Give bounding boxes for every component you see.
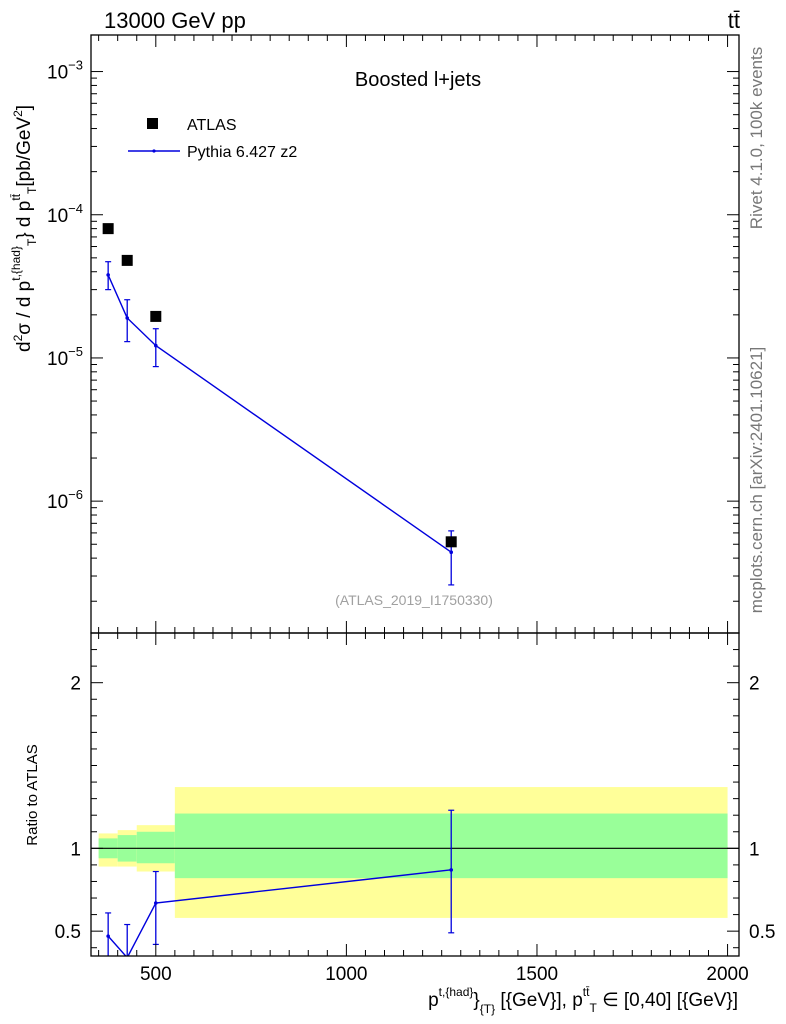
y-tick-label-ratio-right: 1 <box>749 839 760 860</box>
legend-label-atlas: ATLAS <box>187 117 237 134</box>
x-tick-label: 500 <box>140 964 172 985</box>
ratio-point <box>106 934 110 938</box>
svg-text:d2σ / d pt,{had}T} d ptt̄T[p: d2σ / d pt,{had}T} d ptt̄T[pb/GeV2] <box>9 105 39 352</box>
legend-marker-pythia-dot <box>152 149 156 153</box>
atlas-point <box>102 223 114 235</box>
x-axis-label: pt,{had}}{T} [{GeV}], ptt̄T ∈ [0,40] [{G… <box>428 985 738 1016</box>
y-tick-label-ratio-right: 2 <box>749 674 760 695</box>
pythia-line <box>107 274 452 553</box>
y-tick-label-main: 10−5 <box>47 344 83 370</box>
y-tick-label-ratio: 2 <box>70 674 81 695</box>
x-tick-label: 1500 <box>516 964 558 985</box>
ratio-panel-frame <box>90 632 740 957</box>
process-label: tt̄ <box>728 8 740 33</box>
y-tick-label-main: 10−4 <box>47 201 83 227</box>
ratio-point <box>154 901 158 905</box>
y-tick-label-ratio-right: 0.5 <box>749 922 775 943</box>
pythia-point <box>154 343 158 348</box>
atlas-point <box>150 310 162 322</box>
x-tick-label: 1000 <box>325 964 367 985</box>
main-panel: 10−6 10−5 10−4 10−3 Boosted l+jets (ATLAS_2… <box>9 34 740 634</box>
ratio-axis-label: Ratio to ATLAS <box>24 744 41 845</box>
collision-label: 13000 GeV pp <box>104 8 246 33</box>
pythia-point <box>125 316 130 320</box>
analysis-id-label: (ATLAS_2019_I1750330) <box>335 592 493 608</box>
rivet-version-label: Rivet 4.1.0, 100k events <box>747 47 766 229</box>
uncertainty-band-inner <box>136 831 175 864</box>
svg-text:pt,{had}}{T} [{GeV}], ptt̄T ∈: pt,{had}}{T} [{GeV}], ptt̄T ∈ [0,40] [{G… <box>428 985 738 1016</box>
ratio-series-group <box>105 809 455 956</box>
y-tick-label-main: 10−3 <box>47 58 83 84</box>
ratio-point <box>449 868 454 872</box>
legend-label-pythia: Pythia 6.427 z2 <box>187 144 297 161</box>
y-tick-label-main: 10−6 <box>47 487 83 513</box>
x-tick-label: 2000 <box>706 964 748 985</box>
atlas-point <box>121 254 133 266</box>
legend: ATLAS Pythia 6.427 z2 <box>128 117 297 161</box>
pythia-point <box>449 550 454 554</box>
plot-title: Boosted l+jets <box>355 69 481 91</box>
ratio-line <box>107 869 452 956</box>
legend-marker-atlas <box>147 118 158 129</box>
atlas-point <box>445 536 457 548</box>
y-tick-label-ratio: 0.5 <box>55 922 81 943</box>
y-axis-label: d2σ / d pt,{had}T} d ptt̄T[pb/GeV2] <box>9 105 39 352</box>
y-tick-label-ratio: 1 <box>70 839 81 860</box>
pythia-point <box>106 273 110 277</box>
mcplots-label: mcplots.cern.ch [arXiv:2401.10621] <box>747 347 766 613</box>
